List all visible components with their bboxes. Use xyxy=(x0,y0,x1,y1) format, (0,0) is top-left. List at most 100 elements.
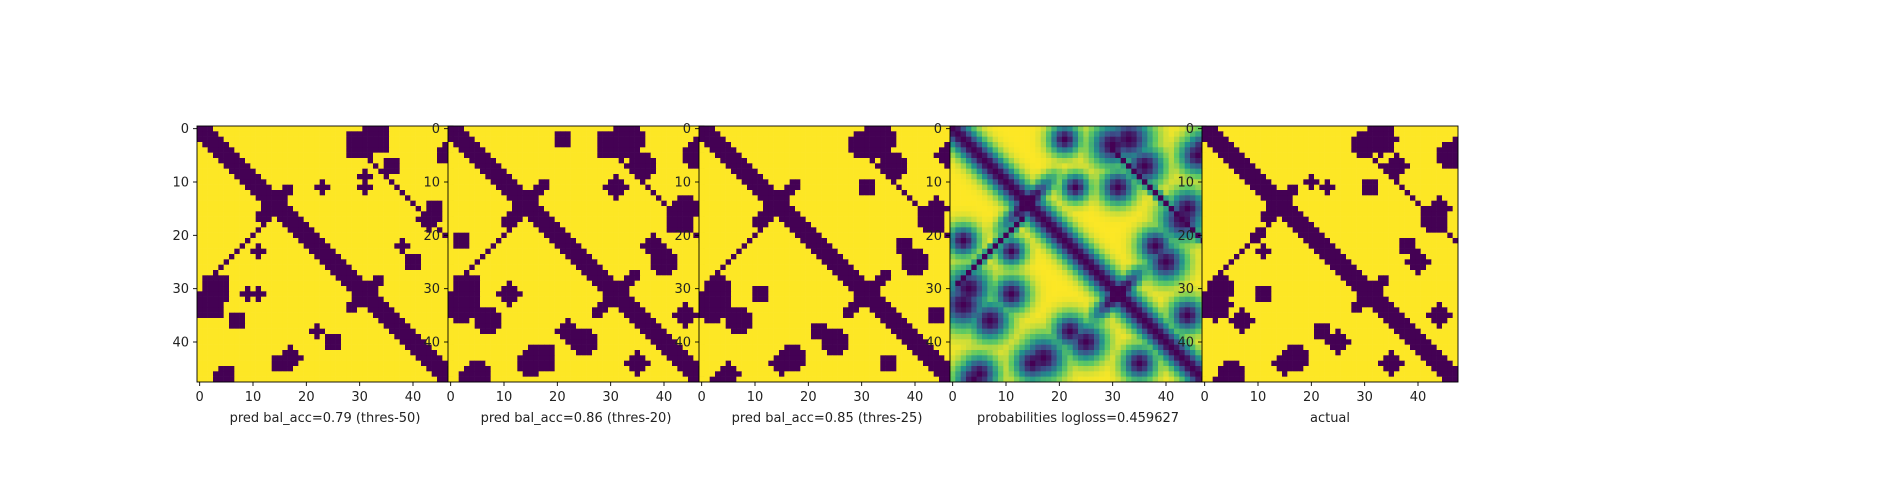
heatmap-cell xyxy=(346,270,352,276)
heatmap-cell xyxy=(560,334,566,340)
heatmap-cell xyxy=(207,344,214,351)
heatmap-cell xyxy=(346,328,352,335)
heatmap-cell xyxy=(399,163,406,169)
heatmap-cell xyxy=(538,158,545,164)
heatmap-cell xyxy=(218,334,224,340)
heatmap-cell xyxy=(415,328,422,335)
heatmap-cell xyxy=(442,131,448,137)
heatmap-cell xyxy=(917,136,924,143)
heatmap-cell xyxy=(560,200,566,207)
heatmap-cell xyxy=(378,376,384,383)
heatmap-cell xyxy=(325,147,331,153)
heatmap-cell xyxy=(618,200,625,207)
heatmap-cell xyxy=(597,184,603,191)
heatmap-cell xyxy=(383,142,390,148)
heatmap-cell xyxy=(389,355,395,361)
heatmap-cell xyxy=(496,222,502,228)
heatmap-cell xyxy=(661,142,667,148)
heatmap-cell xyxy=(576,350,582,356)
heatmap-cell xyxy=(613,222,619,228)
heatmap-cell xyxy=(245,334,251,340)
heatmap-cell xyxy=(378,200,384,207)
heatmap-cell xyxy=(330,344,336,351)
heatmap-cell xyxy=(346,136,352,143)
heatmap-cell xyxy=(629,291,635,297)
heatmap-cell xyxy=(378,323,384,329)
heatmap-cell xyxy=(335,136,342,143)
heatmap-cell xyxy=(869,126,876,132)
heatmap-cell xyxy=(544,318,550,324)
heatmap-cell xyxy=(496,243,502,249)
heatmap-cell xyxy=(608,334,614,340)
heatmap-cell xyxy=(266,179,272,185)
heatmap-cell xyxy=(421,339,427,345)
heatmap-cell xyxy=(202,238,208,244)
heatmap-cell xyxy=(602,184,609,191)
heatmap-cell xyxy=(618,318,625,324)
heatmap-cell xyxy=(223,344,230,351)
heatmap-cell xyxy=(442,334,448,340)
heatmap-cell xyxy=(464,152,470,159)
heatmap-cell xyxy=(544,142,550,148)
heatmap-cell xyxy=(650,158,657,164)
heatmap-cell xyxy=(581,168,587,175)
heatmap-cell xyxy=(351,152,358,159)
heatmap-cell xyxy=(485,376,491,383)
heatmap-cell xyxy=(560,339,566,345)
heatmap-cell xyxy=(656,142,662,148)
heatmap-cell xyxy=(218,174,224,180)
heatmap-cell xyxy=(560,147,566,153)
heatmap-cell xyxy=(207,206,214,212)
heatmap-cell xyxy=(618,280,625,287)
heatmap-cell xyxy=(560,355,566,361)
heatmap-cell xyxy=(613,248,619,255)
heatmap-cell xyxy=(581,371,587,377)
heatmap-cell xyxy=(293,206,299,212)
heatmap-cell xyxy=(437,147,443,153)
heatmap-cell xyxy=(250,323,256,329)
heatmap-cell xyxy=(202,334,208,340)
heatmap-cell xyxy=(431,158,438,164)
heatmap-cell xyxy=(490,184,497,191)
heatmap-cell xyxy=(351,211,358,217)
heatmap-cell xyxy=(346,174,352,180)
heatmap-cell xyxy=(608,206,614,212)
heatmap-cell xyxy=(341,243,347,249)
heatmap-cell xyxy=(923,152,929,159)
heatmap-cell xyxy=(202,286,208,292)
heatmap-cell xyxy=(629,163,635,169)
heatmap-cell xyxy=(848,131,854,137)
heatmap-cell xyxy=(843,147,849,153)
heatmap-cell xyxy=(421,360,427,367)
heatmap-cell xyxy=(437,312,443,319)
heatmap-cell xyxy=(634,238,641,244)
heatmap-cell xyxy=(362,307,368,313)
heatmap-cell xyxy=(383,152,390,159)
heatmap-cell xyxy=(693,200,699,207)
heatmap-cell xyxy=(501,243,507,249)
heatmap-cell xyxy=(907,131,913,137)
heatmap-cell xyxy=(389,126,395,132)
heatmap-cell xyxy=(554,334,561,340)
heatmap-cell xyxy=(939,158,945,164)
heatmap-cell xyxy=(672,136,678,143)
heatmap-cell xyxy=(293,360,299,367)
heatmap-cell xyxy=(234,360,240,367)
heatmap-cell xyxy=(394,158,400,164)
heatmap-cell xyxy=(303,291,310,297)
heatmap-cell xyxy=(367,216,374,223)
heatmap-cell xyxy=(287,248,294,255)
heatmap-cell xyxy=(677,355,683,361)
heatmap-cell xyxy=(207,131,214,137)
heatmap-cell xyxy=(645,275,651,281)
heatmap-cell xyxy=(357,211,363,217)
heatmap-cell xyxy=(656,227,662,233)
heatmap-cell xyxy=(271,264,278,271)
heatmap-cell xyxy=(517,184,523,191)
heatmap-cell xyxy=(405,200,411,207)
heatmap-cell xyxy=(688,243,694,249)
heatmap-cell xyxy=(811,131,817,137)
heatmap-cell xyxy=(624,360,630,367)
heatmap-cell xyxy=(672,296,678,303)
heatmap-cell xyxy=(618,147,625,153)
